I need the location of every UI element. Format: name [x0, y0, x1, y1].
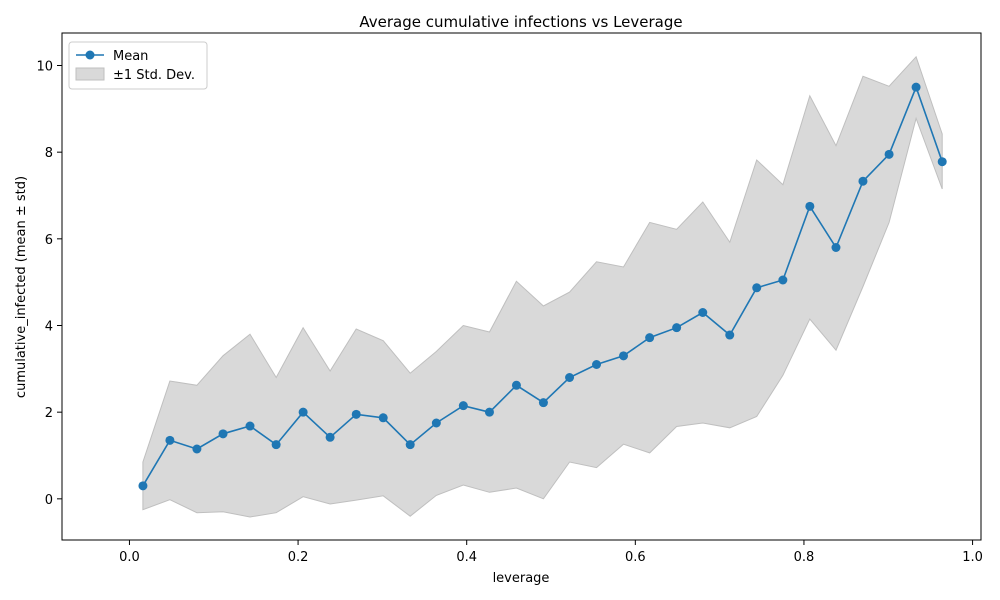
legend-band-swatch — [75, 67, 105, 81]
y-tick-label: 10 — [36, 60, 53, 75]
y-tick-label: 4 — [45, 320, 53, 335]
x-tick-label: 0.8 — [794, 550, 815, 565]
mean-point — [378, 413, 388, 423]
mean-point — [325, 432, 335, 442]
mean-series-points — [138, 82, 947, 491]
legend-mean-label: Mean — [113, 49, 148, 64]
legend-mean-marker-swatch — [85, 50, 95, 60]
x-axis-ticks: 0.0 0.2 0.4 0.6 0.8 1.0 — [119, 540, 983, 565]
mean-point — [805, 201, 815, 211]
mean-point — [405, 440, 415, 450]
x-tick-label: 0.0 — [119, 550, 140, 565]
y-tick-label: 2 — [45, 406, 53, 421]
y-tick-label: 8 — [45, 146, 53, 161]
mean-point — [592, 360, 602, 369]
legend-band-label: ±1 Std. Dev. — [113, 68, 195, 83]
chart-title: Average cumulative infections vs Leverag… — [359, 13, 682, 31]
mean-point — [645, 333, 655, 343]
mean-point — [937, 157, 947, 167]
x-axis-label: leverage — [493, 571, 550, 586]
mean-point — [884, 149, 894, 159]
y-tick-label: 6 — [45, 233, 53, 248]
mean-point — [192, 444, 202, 454]
mean-point — [271, 440, 281, 450]
y-axis-label: cumulative_infected (mean ± std) — [14, 176, 29, 398]
std-band-area — [142, 55, 943, 518]
mean-point — [138, 481, 148, 491]
mean-point — [218, 429, 228, 439]
y-axis-ticks: 0 2 4 6 8 10 — [36, 60, 62, 508]
plot-area — [138, 55, 947, 518]
mean-point — [698, 308, 708, 317]
mean-point — [619, 351, 629, 361]
mean-point — [458, 401, 468, 411]
mean-point — [831, 243, 841, 252]
mean-point — [165, 435, 175, 445]
x-tick-label: 0.6 — [625, 550, 646, 565]
mean-point — [752, 283, 762, 293]
mean-point — [672, 323, 682, 333]
legend: Mean ±1 Std. Dev. — [68, 41, 208, 90]
mean-point — [538, 398, 548, 408]
mean-point — [565, 373, 575, 382]
mean-point — [298, 407, 308, 417]
mean-point — [245, 421, 255, 431]
x-tick-label: 0.4 — [456, 550, 477, 565]
mean-point — [858, 176, 868, 186]
axes-frame — [61, 32, 982, 541]
mean-point — [511, 380, 521, 390]
mean-point — [725, 330, 735, 340]
mean-point — [484, 407, 494, 417]
mean-point — [778, 275, 788, 285]
mean-point — [911, 82, 921, 92]
mean-point — [431, 418, 441, 428]
y-tick-label: 0 — [45, 493, 53, 508]
x-tick-label: 1.0 — [962, 550, 983, 565]
x-tick-label: 0.2 — [288, 550, 309, 565]
mean-point — [351, 409, 361, 419]
